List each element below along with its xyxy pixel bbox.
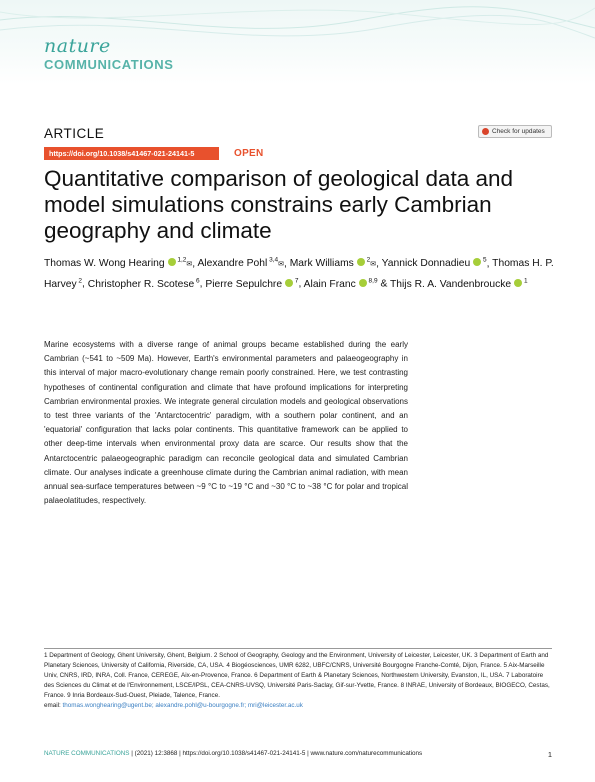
orcid-icon[interactable] [356,258,365,267]
article-title: Quantitative comparison of geological da… [44,166,514,243]
page-footer: NATURE COMMUNICATIONS | (2021) 12:3868 |… [44,750,552,759]
affiliations: 1 Department of Geology, Ghent Universit… [44,651,554,711]
page-number: 1 [547,750,552,759]
author-name: Thomas W. Wong Hearing [44,258,165,270]
author[interactable]: Thomas H. P. Harvey 2 [44,258,554,289]
author-separator: , [298,278,304,290]
author[interactable]: Alexandre Pohl 3,4✉ [197,257,284,270]
author-name: Alexandre Pohl [197,258,268,270]
author-separator: , [376,258,382,270]
author-name: Thijs R. A. Vandenbroucke [390,278,512,290]
author-separator: , [82,278,88,290]
email-label: email: [44,702,63,709]
journal-logo-top: nature [44,35,111,57]
author-name: Alain Franc [303,278,356,290]
orcid-icon[interactable] [167,258,176,267]
author-name: Pierre Sepulchre [205,278,283,290]
author-affiliation-sup: 2 [364,257,371,264]
doi-link[interactable]: https://doi.org/10.1038/s41467-021-24141… [44,147,219,160]
journal-logo-bottom: COMMUNICATIONS [44,57,174,72]
author[interactable]: Pierre Sepulchre 7 [205,277,299,290]
check-updates-icon [482,128,489,135]
author-affiliation-sup: 8,9 [366,277,378,285]
open-access-label: OPEN [234,148,264,159]
orcid-icon[interactable] [514,278,523,287]
check-for-updates-button[interactable]: Check for updates [478,125,552,138]
footer-citation-text: | (2021) 12:3868 | https://doi.org/10.10… [131,750,423,757]
author-affiliation-sup: 3,4 [267,257,279,264]
author[interactable]: Thomas W. Wong Hearing 1,2✉ [44,257,193,270]
author-affiliation-sup: 7 [293,277,299,285]
author-name: Mark Williams [289,258,354,270]
article-type: ARTICLE [44,126,105,141]
author[interactable]: Thijs R. A. Vandenbroucke 1 [390,277,528,290]
author-list: Thomas W. Wong Hearing 1,2✉, Alexandre P… [44,253,559,293]
author[interactable]: Mark Williams 2✉ [289,257,377,270]
author-affiliation-sup: 5 [481,257,487,264]
journal-header: nature COMMUNICATIONS [0,0,595,84]
author-separator: , [199,278,206,290]
email-links[interactable]: thomas.wonghearing@ugent.be; alexandre.p… [62,702,303,709]
author-affiliation-sup: 2 [76,277,83,285]
header-wave-graphic [0,6,595,39]
footnote-divider [44,648,552,649]
mail-icon[interactable]: ✉ [370,261,377,269]
mail-icon[interactable]: ✉ [278,261,284,269]
author-affiliation-sup: 1 [522,277,528,285]
author[interactable]: Christopher R. Scotese 6 [87,277,200,290]
author-separator: , [284,258,290,270]
author-affiliation-sup: 6 [194,277,200,285]
author[interactable]: Alain Franc 8,9 [303,277,378,290]
mail-icon[interactable]: ✉ [186,261,193,269]
affiliation-text: 1 Department of Geology, Ghent Universit… [44,652,550,699]
footer-citation: NATURE COMMUNICATIONS | (2021) 12:3868 |… [44,750,422,759]
orcid-icon[interactable] [473,258,482,267]
author-name: Thomas H. P. Harvey [44,258,554,290]
check-updates-label: Check for updates [492,128,545,135]
orcid-icon[interactable] [285,278,294,287]
author-name: Christopher R. Scotese [87,278,195,290]
author-separator: & [377,278,390,290]
author-separator: , [192,258,198,270]
author-affiliation-sup: 1,2 [175,257,187,264]
footer-journal: NATURE COMMUNICATIONS [44,750,130,757]
author-separator: , [486,258,493,270]
email-line: email: thomas.wonghearing@ugent.be; alex… [44,702,303,709]
author-name: Yannick Donnadieu [381,258,471,270]
orcid-icon[interactable] [358,278,367,287]
author[interactable]: Yannick Donnadieu 5 [381,257,487,270]
abstract: Marine ecosystems with a diverse range o… [44,340,408,506]
